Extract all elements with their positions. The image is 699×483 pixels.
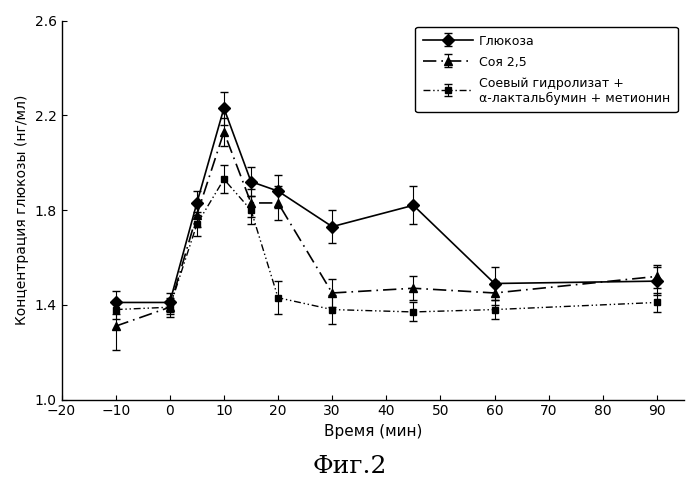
Legend: Глюкоза, Соя 2,5, Соевый гидролизат +
α-лактальбумин + метионин: Глюкоза, Соя 2,5, Соевый гидролизат + α-…	[415, 27, 678, 112]
X-axis label: Время (мин): Время (мин)	[324, 424, 422, 439]
Text: Фиг.2: Фиг.2	[312, 455, 387, 478]
Y-axis label: Концентрация глюкозы (нг/мл): Концентрация глюкозы (нг/мл)	[15, 95, 29, 325]
